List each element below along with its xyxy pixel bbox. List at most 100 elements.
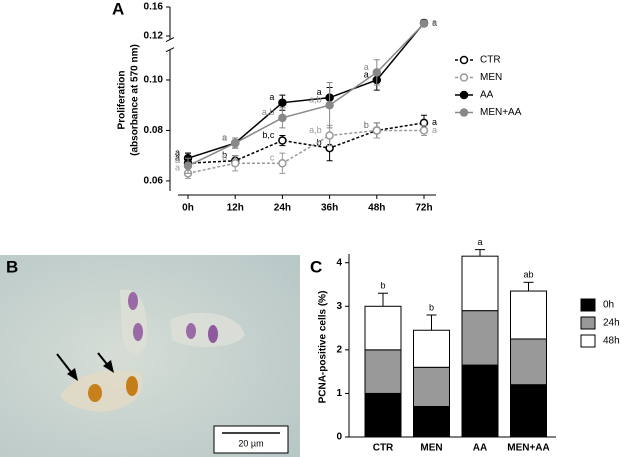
y-tick-label: 0 [336, 432, 342, 443]
y-tick-label: 0.16 [144, 2, 164, 13]
nucleus [208, 325, 218, 343]
significance-letter: b [222, 150, 227, 160]
marker [372, 68, 382, 77]
marker [325, 131, 334, 140]
marker [372, 126, 382, 135]
bar-segment [510, 290, 547, 340]
series-line [187, 23, 425, 167]
x-tick-label: 24h [274, 203, 291, 214]
significance-letter: a [269, 92, 274, 102]
y-axis-title: Proliferation [117, 71, 128, 130]
bar-segment [510, 338, 547, 386]
legend-label: MEN+AA [480, 107, 522, 118]
scale-box [213, 425, 289, 454]
legend-marker [459, 55, 469, 65]
image-background [0, 255, 300, 457]
significance-letter: a,b [262, 107, 275, 117]
y-axis-title: (absorbance at 570 nm) [130, 44, 141, 156]
significance-letter: b,c [262, 130, 275, 140]
panel-label: B [6, 257, 18, 276]
nucleus [186, 323, 196, 339]
x-tick-label: 48h [368, 203, 385, 214]
significance-letter: a [222, 132, 227, 142]
legend-swatch [580, 316, 596, 330]
significance-letter: a [175, 155, 180, 165]
stained-nucleus [126, 376, 138, 396]
marker [419, 19, 429, 28]
x-tick-label: 12h [227, 203, 244, 214]
legend-swatch [580, 334, 596, 348]
y-tick-label: 2 [336, 344, 342, 355]
y-tick-label: 0.08 [144, 125, 164, 136]
significance-letter: a [175, 163, 180, 173]
micrograph: 20 µm B [0, 255, 300, 457]
significance-letter: b [364, 120, 369, 130]
marker [325, 100, 334, 110]
marker [278, 98, 287, 107]
significance-letter: a [175, 148, 180, 158]
legend-marker [459, 108, 469, 117]
axis-break [165, 37, 175, 43]
significance-letter: a [317, 87, 322, 97]
y-tick-label: 0.12 [144, 31, 164, 42]
significance-letter: a [364, 62, 369, 72]
marker [183, 161, 193, 171]
significance-letter: a [364, 69, 369, 79]
x-tick-label: 72h [415, 203, 432, 214]
marker [230, 158, 240, 168]
bar-segment [364, 349, 402, 394]
x-tick-label: 0h [182, 203, 194, 214]
x-tick-label: MEN+AA [507, 443, 550, 454]
y-tick-label: 4 [336, 257, 342, 268]
legend-marker [459, 73, 469, 82]
nucleus [128, 292, 138, 310]
panel-label: A [112, 0, 124, 18]
bar-segment [461, 255, 499, 312]
significance-letter: a [222, 132, 227, 142]
y-tick-label: 1 [336, 388, 342, 399]
scale-label: 20 µm [238, 438, 263, 448]
significance-letter: a [432, 18, 437, 28]
legend-label: CTR [480, 55, 501, 66]
series-line [187, 22, 425, 159]
legend-swatch [580, 298, 596, 312]
y-tick-label: 3 [336, 301, 342, 312]
legend-label: MEN [480, 72, 502, 83]
cell-body [170, 312, 245, 347]
marker [419, 126, 429, 135]
panel-label: C [310, 257, 322, 276]
significance-letter: a [432, 117, 437, 127]
stained-nucleus [88, 384, 102, 402]
significance-letter: a [175, 153, 180, 163]
y-tick-label: 0.06 [144, 176, 164, 187]
bar-segment [413, 329, 450, 368]
series-line [187, 129, 424, 175]
marker [278, 136, 287, 145]
marker [278, 158, 287, 168]
significance-letter: b [380, 281, 385, 291]
bar-segment [364, 392, 402, 438]
legend-label: 48h [603, 336, 620, 347]
legend-marker [459, 90, 469, 100]
significance-letter: ab [523, 270, 533, 280]
significance-letter: b [364, 120, 369, 130]
legend-label: 0h [603, 300, 614, 311]
significance-letter: a [477, 237, 482, 247]
x-tick-label: MEN [420, 443, 442, 454]
significance-letter: c [270, 153, 275, 163]
arrows [56, 352, 114, 381]
significance-letter: a [432, 125, 437, 135]
y-tick-label: 0.10 [144, 75, 164, 86]
bar-segment [413, 406, 450, 438]
y-axis-title: PCNA-positive cells (%) [318, 291, 329, 404]
marker [278, 113, 287, 123]
significance-letter: a,b [309, 125, 322, 135]
significance-letter: b [429, 302, 434, 312]
x-tick-label: CTR [373, 443, 394, 454]
legend-label: AA [480, 90, 494, 101]
bar-segment [510, 384, 547, 438]
series-line [187, 122, 425, 164]
bar-segment [461, 364, 499, 438]
significance-letter: b [222, 153, 227, 163]
